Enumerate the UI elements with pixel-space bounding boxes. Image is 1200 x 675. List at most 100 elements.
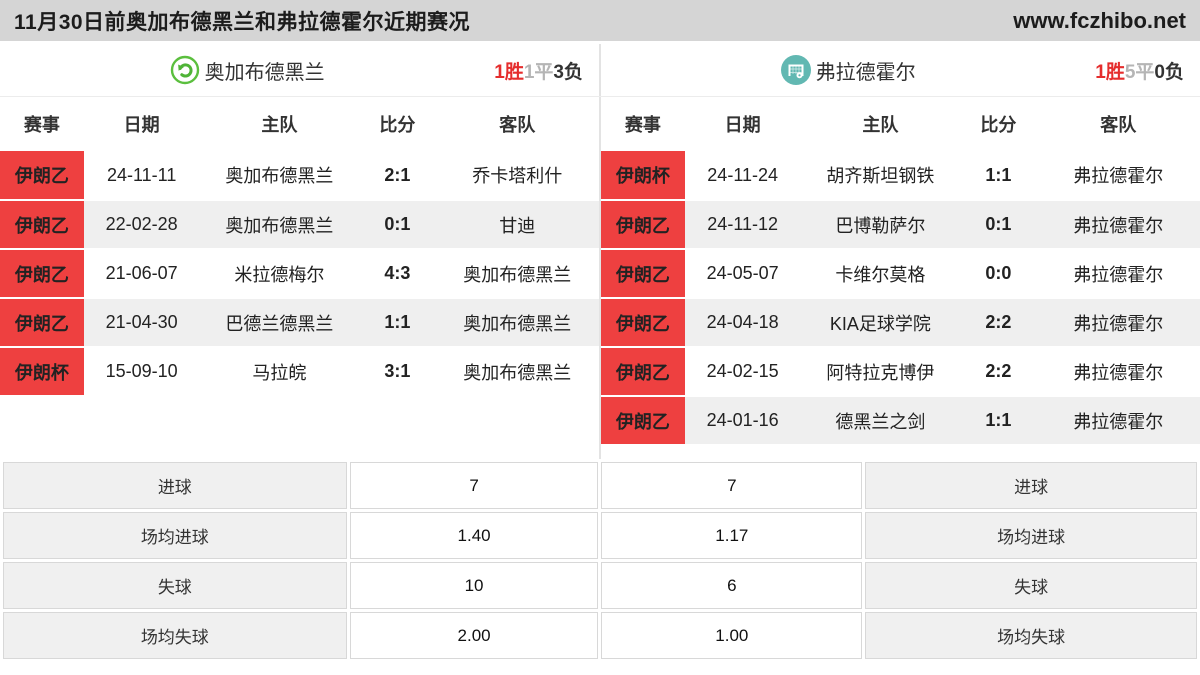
away-team: 奥加布德黑兰 [435,298,599,348]
left-team-name: 奥加布德黑兰 [204,61,325,84]
col-score: 比分 [359,97,436,151]
title-bar: 11月30日前奥加布德黑兰和弗拉德霍尔近期赛况 www.fczhibo.net [0,0,1200,44]
col-away: 客队 [435,97,599,151]
away-team: 弗拉德霍尔 [1036,298,1200,348]
left-losses: 3负 [553,61,583,83]
col-score: 比分 [960,97,1037,151]
stat-row: 场均进球 1.40 1.17 场均进球 [3,512,1197,559]
match-date: 24-04-18 [684,298,801,348]
match-date: 24-01-16 [684,396,801,446]
stat-value-right: 6 [601,562,863,609]
league-badge: 伊朗乙 [601,396,685,446]
league-badge: 伊朗乙 [0,249,84,299]
match-date: 24-02-15 [684,347,801,397]
league-badge: 伊朗杯 [0,347,84,397]
league-badge: 伊朗乙 [601,298,685,348]
away-team: 弗拉德霍尔 [1036,249,1200,299]
away-team: 奥加布德黑兰 [435,249,599,299]
stat-row: 进球 7 7 进球 [3,462,1197,509]
right-team-identity: 弗拉德霍尔 [601,55,1095,85]
match-score: 0:0 [960,249,1037,299]
stat-value-left: 2.00 [349,612,599,659]
match-score: 4:3 [359,249,436,299]
stat-label: 进球 [3,462,347,509]
match-score: 1:1 [960,151,1037,201]
match-score: 2:2 [960,298,1037,348]
teams-header-row: 奥加布德黑兰 1胜1平3负 弗拉德霍尔 1胜5平0负 [0,44,1200,97]
stat-value-left: 10 [349,562,599,609]
stat-value-left: 7 [349,462,599,509]
left-match-table: 赛事 日期 主队 比分 客队 伊朗乙 24-11-11 奥加布德黑兰 2:1 乔… [0,97,599,459]
stat-label: 失球 [3,562,347,609]
home-team: 卡维尔莫格 [800,249,961,299]
stat-label: 场均失球 [3,612,347,659]
match-date: 24-11-12 [684,200,801,250]
home-team: KIA足球学院 [800,298,961,348]
match-date: 24-05-07 [684,249,801,299]
match-score: 0:1 [359,200,436,250]
stat-value-right: 1.17 [601,512,863,559]
league-badge: 伊朗杯 [601,151,685,201]
match-row: 伊朗乙 24-02-15 阿特拉克博伊 2:2 弗拉德霍尔 [601,347,1200,397]
match-date: 21-04-30 [83,298,200,348]
home-team: 米拉德梅尔 [199,249,360,299]
left-draws: 1平 [523,61,554,83]
col-league: 赛事 [601,97,685,151]
stat-label: 失球 [865,562,1197,609]
home-team: 德黑兰之剑 [800,396,961,446]
stat-value-left: 1.40 [349,512,599,559]
stat-value-right: 1.00 [601,612,863,659]
site-url: www.fczhibo.net [1013,7,1186,33]
home-team: 巴博勒萨尔 [800,200,961,250]
home-team: 马拉皖 [199,347,360,397]
match-score: 1:1 [359,298,436,348]
left-table-header-row: 赛事 日期 主队 比分 客队 [0,97,599,151]
league-badge: 伊朗乙 [0,298,84,348]
left-team-identity: 奥加布德黑兰 [0,55,494,85]
goal-net-icon [780,55,811,85]
league-badge: 伊朗乙 [601,249,685,299]
match-date: 21-06-07 [83,249,200,299]
left-wins: 1胜 [494,61,524,83]
match-score: 2:2 [960,347,1037,397]
match-row: 伊朗杯 24-11-24 胡齐斯坦钢铁 1:1 弗拉德霍尔 [601,151,1200,201]
stat-label: 场均失球 [865,612,1197,659]
league-badge: 伊朗乙 [601,200,685,250]
match-row: 伊朗乙 21-06-07 米拉德梅尔 4:3 奥加布德黑兰 [0,249,599,299]
away-team: 弗拉德霍尔 [1036,347,1200,397]
match-row: 伊朗乙 24-11-11 奥加布德黑兰 2:1 乔卡塔利什 [0,151,599,201]
match-score: 1:1 [960,396,1037,446]
stat-label: 进球 [865,462,1197,509]
match-row: 伊朗乙 22-02-28 奥加布德黑兰 0:1 甘迪 [0,200,599,250]
match-row: 伊朗乙 21-04-30 巴德兰德黑兰 1:1 奥加布德黑兰 [0,298,599,348]
page-title: 11月30日前奥加布德黑兰和弗拉德霍尔近期赛况 [14,10,471,34]
right-team-header: 弗拉德霍尔 1胜5平0负 [599,44,1200,96]
right-team-record: 1胜5平0负 [1095,57,1184,84]
match-score: 0:1 [960,200,1037,250]
league-badge: 伊朗乙 [601,347,685,397]
col-league: 赛事 [0,97,84,151]
right-team-name: 弗拉德霍尔 [815,61,916,84]
stat-label: 场均进球 [3,512,347,559]
match-date: 15-09-10 [83,347,200,397]
right-losses: 0负 [1154,61,1184,83]
away-team: 乔卡塔利什 [435,151,599,201]
col-away: 客队 [1036,97,1200,151]
away-team: 奥加布德黑兰 [435,347,599,397]
match-date: 22-02-28 [83,200,200,250]
league-badge: 伊朗乙 [0,200,84,250]
home-team: 胡齐斯坦钢铁 [800,151,961,201]
stat-row: 失球 10 6 失球 [3,562,1197,609]
col-home: 主队 [199,97,360,151]
stat-row: 场均失球 2.00 1.00 场均失球 [3,612,1197,659]
col-home: 主队 [800,97,961,151]
match-score: 2:1 [359,151,436,201]
match-tables-section: 赛事 日期 主队 比分 客队 伊朗乙 24-11-11 奥加布德黑兰 2:1 乔… [0,97,1200,459]
stat-value-right: 7 [601,462,863,509]
stats-table: 进球 7 7 进球 场均进球 1.40 1.17 场均进球 失球 10 6 失球… [0,459,1200,662]
right-match-table: 赛事 日期 主队 比分 客队 伊朗杯 24-11-24 胡齐斯坦钢铁 1:1 弗… [599,97,1200,459]
match-row: 伊朗乙 24-01-16 德黑兰之剑 1:1 弗拉德霍尔 [601,396,1200,446]
away-team: 弗拉德霍尔 [1036,200,1200,250]
away-team: 甘迪 [435,200,599,250]
